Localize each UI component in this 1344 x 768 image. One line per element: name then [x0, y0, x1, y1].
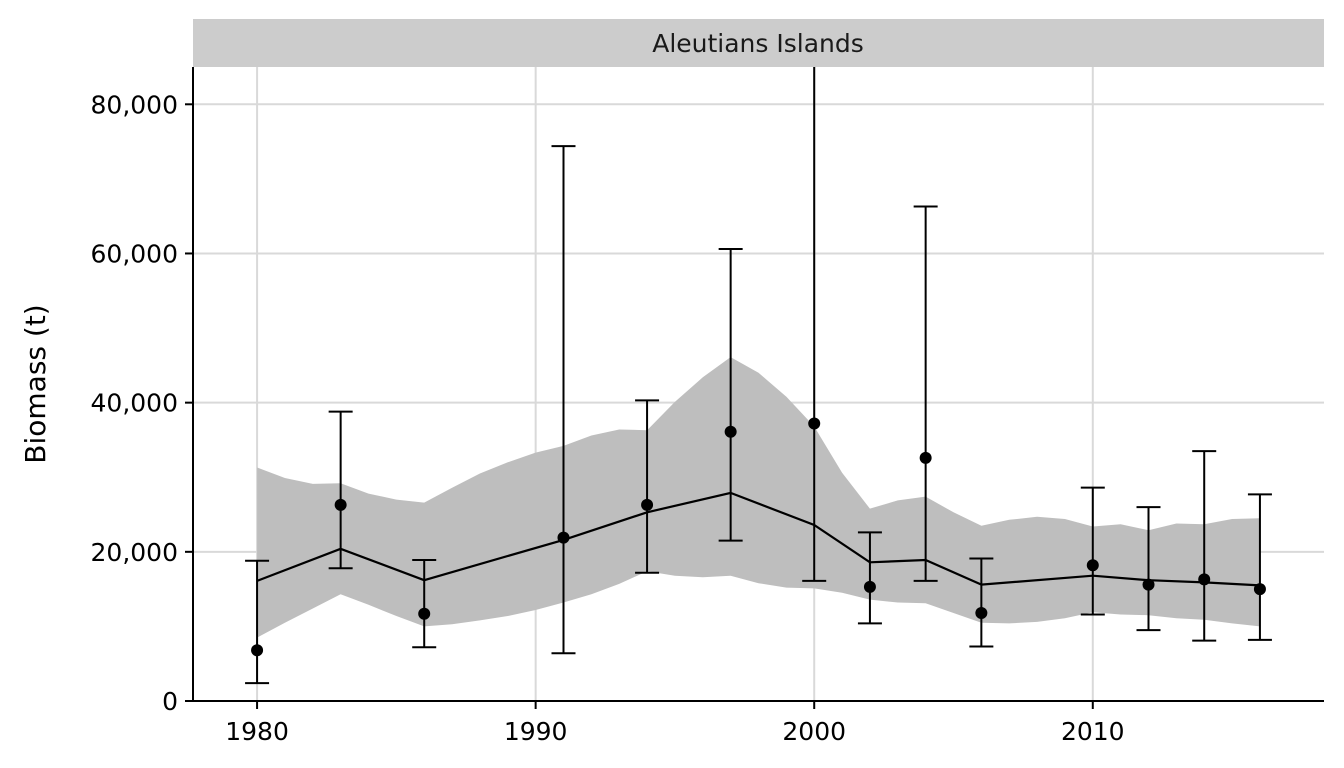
observed-point	[1086, 559, 1099, 572]
y-tick-label: 0	[162, 687, 178, 716]
observed-point	[557, 531, 570, 544]
x-axis-ticks: 1980 1990 2000 2010	[225, 701, 1125, 746]
observed-point	[641, 498, 654, 511]
observed-point	[251, 644, 264, 657]
observed-point	[919, 451, 932, 464]
observed-point	[724, 425, 737, 438]
observed-point	[808, 417, 821, 430]
observed-point	[975, 606, 988, 619]
observed-point	[863, 580, 876, 593]
y-tick-label: 80,000	[91, 90, 178, 119]
x-tick-label: 1990	[504, 717, 568, 746]
y-tick-label: 60,000	[91, 239, 178, 268]
model-estimate-line	[256, 491, 1260, 587]
y-axis-ticks: 0 20,000 40,000 60,000 80,000	[91, 90, 193, 716]
strip-background	[193, 19, 1324, 67]
observed-error-bars	[245, 67, 1272, 685]
observed-point	[1198, 573, 1211, 586]
observed-point	[1142, 578, 1155, 591]
x-tick-label: 1980	[225, 717, 289, 746]
x-tick-label: 2010	[1061, 717, 1125, 746]
x-tick-label: 2000	[782, 717, 846, 746]
observed-points	[251, 417, 1266, 657]
y-tick-label: 40,000	[91, 389, 178, 418]
facet-title: Aleutians Islands	[652, 29, 864, 58]
y-tick-label: 20,000	[91, 538, 178, 567]
observed-point	[334, 498, 347, 511]
observed-point	[1253, 583, 1266, 596]
observed-point	[418, 607, 431, 620]
y-axis-title: Biomass (t)	[19, 304, 52, 463]
model-confidence-band	[257, 357, 1260, 638]
